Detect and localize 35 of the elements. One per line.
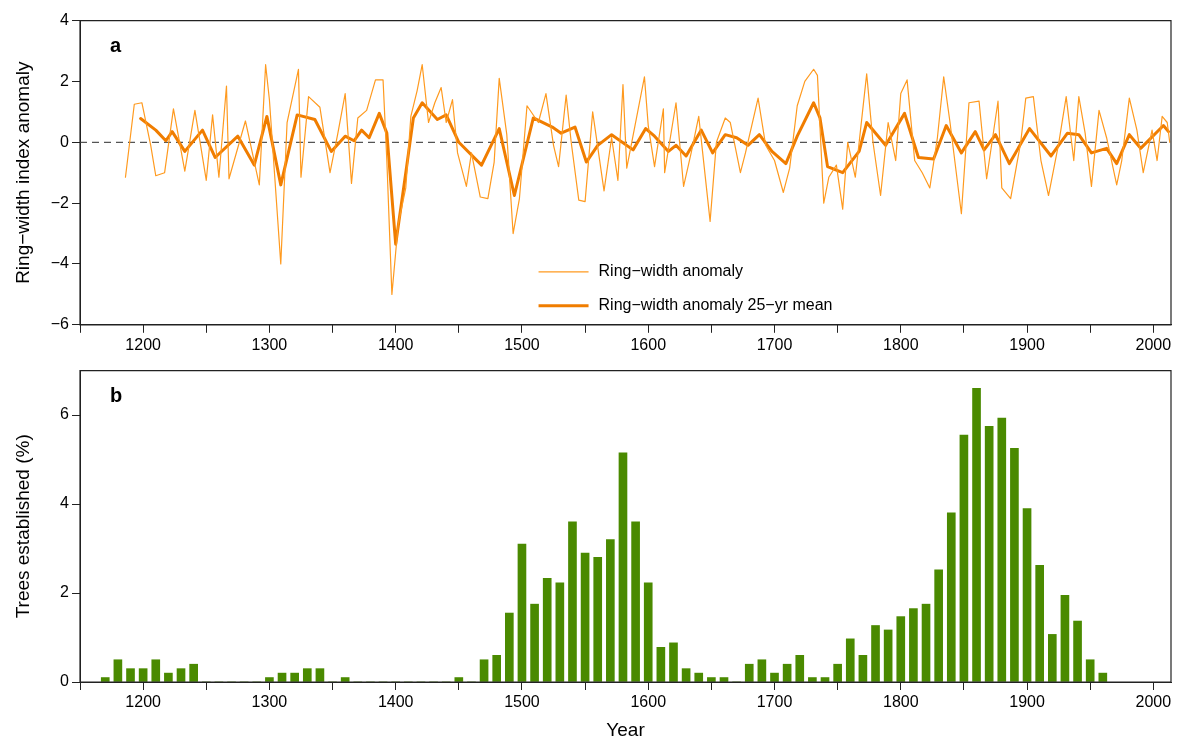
- y-tick-label: 0: [60, 672, 70, 690]
- x-tick-label: 2000: [1135, 693, 1172, 711]
- y-axis-title: Trees established (%): [11, 434, 33, 619]
- x-tick-label: 1500: [504, 693, 540, 711]
- x-tick-label: 1500: [504, 335, 540, 353]
- x-tick-label: 1300: [251, 335, 288, 353]
- x-tick-label: 1700: [756, 693, 793, 711]
- x-axis-title: Year: [606, 718, 646, 740]
- x-tick-label: 1800: [882, 335, 919, 353]
- annotation: b: [110, 384, 123, 407]
- y-tick-label: 2: [60, 583, 70, 601]
- x-tick-label: 1900: [1009, 335, 1045, 353]
- x-tick-label: 1600: [630, 693, 667, 711]
- x-tick-label: 1400: [377, 335, 414, 353]
- x-tick-label: 1900: [1009, 693, 1045, 711]
- y-tick-label: −6: [50, 315, 70, 333]
- legend-label: Ring−width anomaly 25−yr mean: [598, 296, 833, 314]
- y-tick-label: −2: [50, 193, 70, 211]
- x-tick-label: 1200: [125, 693, 162, 711]
- x-tick-label: 1600: [630, 335, 667, 353]
- x-tick-label: 1800: [882, 693, 919, 711]
- y-tick-label: 0: [60, 132, 70, 150]
- y-tick-label: 2: [60, 71, 70, 89]
- y-axis-title: Ring−width index anomaly: [11, 61, 33, 284]
- x-tick-label: 1200: [125, 335, 162, 353]
- x-tick-label: 1300: [251, 693, 288, 711]
- x-tick-label: 2000: [1135, 335, 1172, 353]
- y-tick-label: 4: [60, 494, 70, 512]
- legend-label: Ring−width anomaly: [598, 262, 744, 280]
- x-tick-label: 1400: [377, 693, 414, 711]
- annotation: a: [110, 34, 122, 57]
- x-tick-label: 1700: [756, 335, 793, 353]
- y-tick-label: 4: [60, 11, 70, 29]
- y-tick-label: −4: [50, 254, 70, 272]
- y-tick-label: 6: [60, 405, 70, 423]
